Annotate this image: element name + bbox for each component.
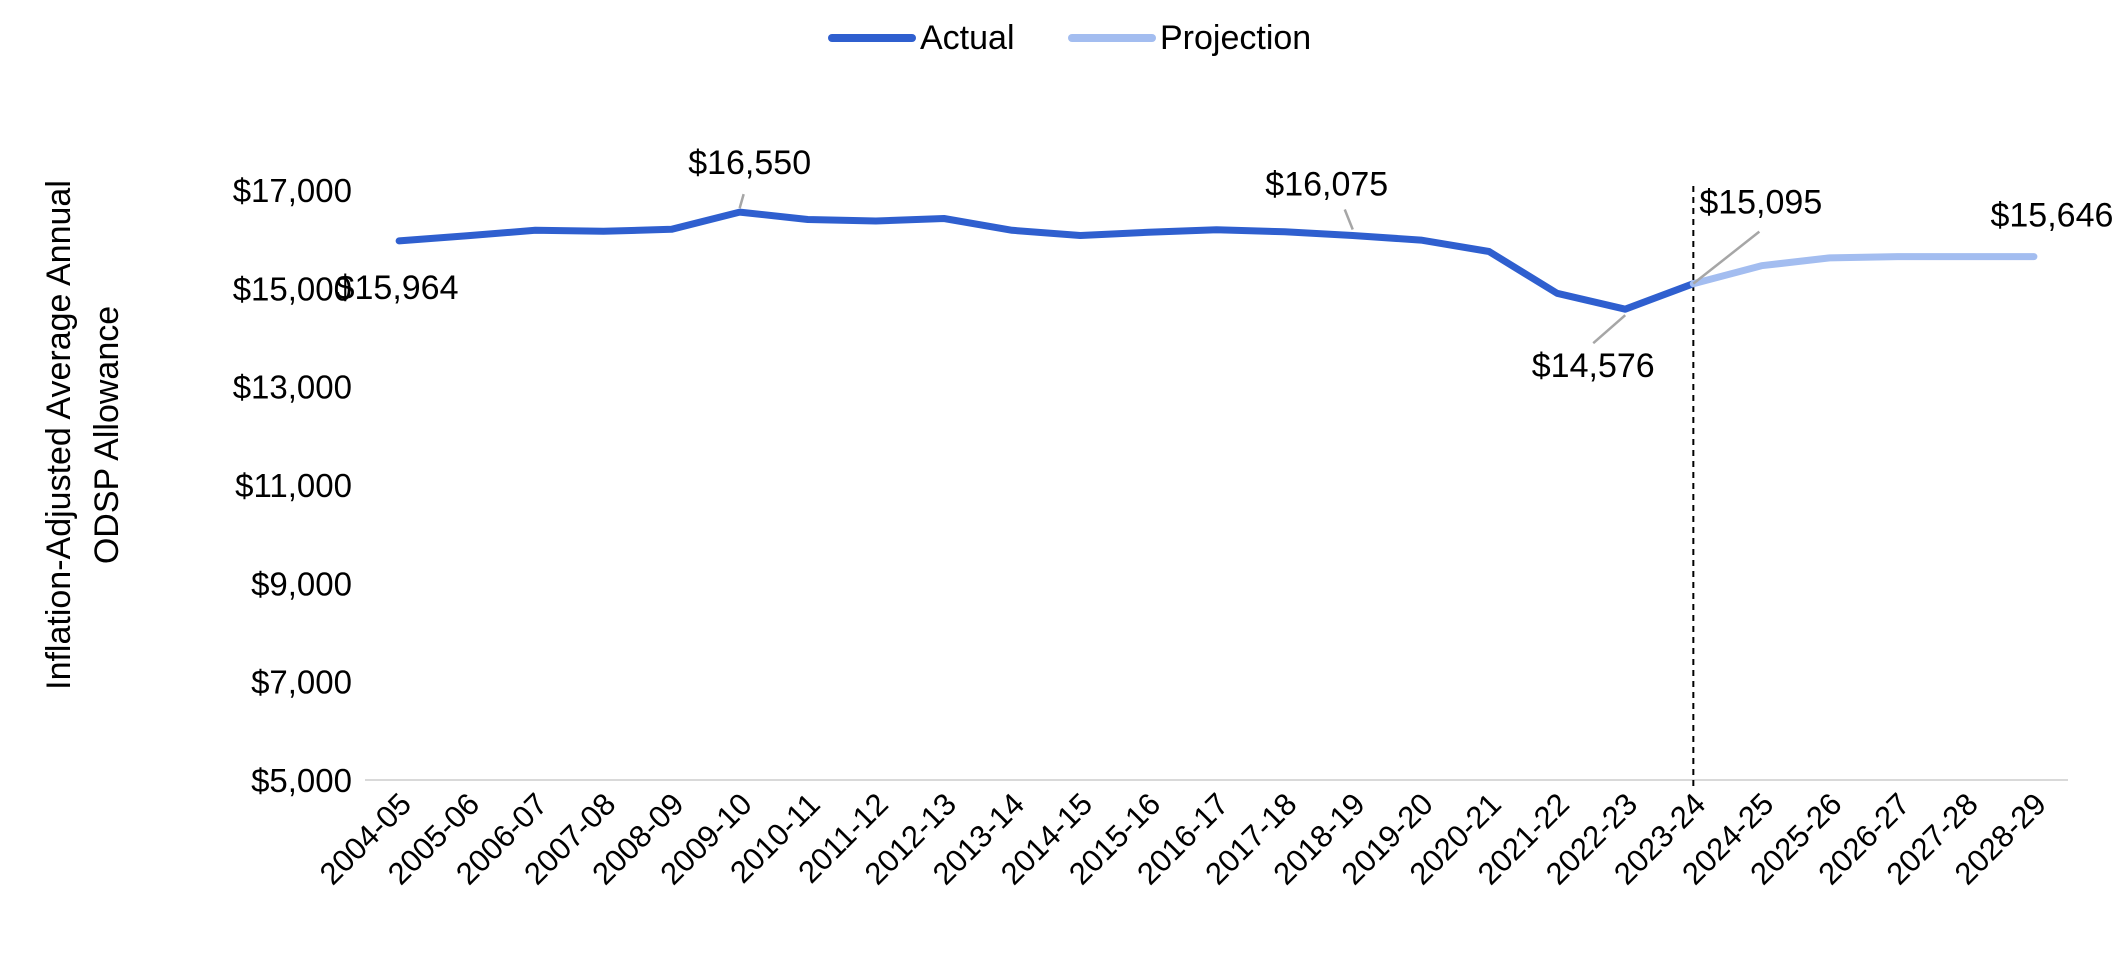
data-label: $15,646 [1990,197,2113,235]
data-labels: $15,964 $16,550 $16,075 $14,576 $15,095 $15,6… [336,144,2114,385]
y-tick-label: $7,000 [251,664,352,701]
data-label-leader [1692,230,1761,285]
legend: Actual Projection [828,19,1311,57]
y-tick-label: $5,000 [251,762,352,799]
data-label: $16,075 [1265,165,1388,203]
y-tick-label: $9,000 [251,565,352,602]
series-line-actual [395,208,1697,313]
data-label-leader [1343,209,1354,230]
legend-label: Actual [920,19,1015,57]
series-layer [395,208,2038,313]
data-label: $16,550 [688,144,811,182]
y-axis-title-line: ODSP Allowance [88,306,126,564]
legend-label: Projection [1160,19,1311,57]
y-axis-ticks: $5,000 $7,000 $9,000 $11,000 $13,000 $15,000 $… [233,172,352,799]
data-label-leader [1592,314,1627,345]
data-label: $15,964 [336,269,459,307]
y-tick-label: $13,000 [233,369,352,406]
y-axis-title-line: Inflation-Adjusted Average Annual [40,180,78,690]
y-tick-label: $15,000 [233,270,352,307]
x-axis-ticks: 2004-052005-062006-072007-082008-092009-… [313,786,2053,891]
data-label: $14,576 [1532,347,1655,385]
data-label: $15,095 [1699,184,1822,222]
y-tick-label: $11,000 [235,467,352,504]
data-label-leader [738,193,745,209]
series-line-projection [1689,253,2038,288]
y-tick-label: $17,000 [233,172,352,209]
y-axis-title: Inflation-Adjusted Average Annual ODSP Al… [40,180,126,690]
